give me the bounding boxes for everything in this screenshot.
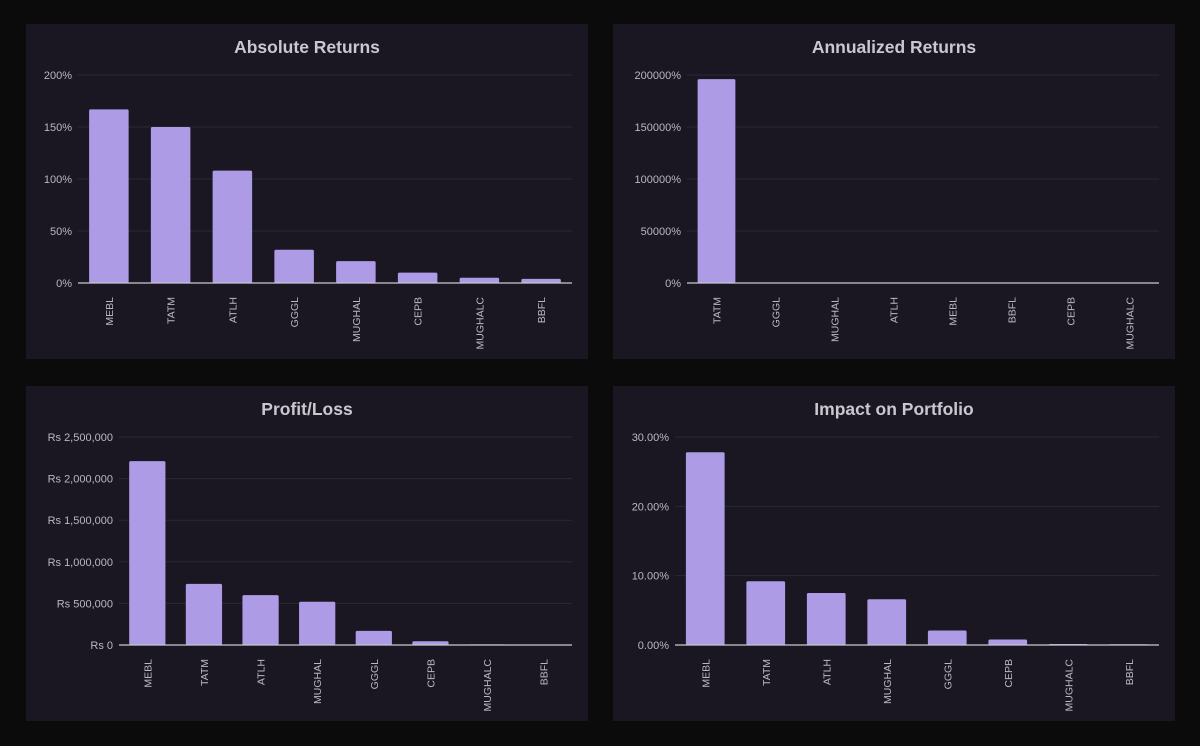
- x-tick-label: GGGL: [369, 659, 381, 690]
- bar-gggl: [927, 630, 967, 645]
- profit-loss-chart: Rs 0 Rs 500,000 Rs 1,000,000 Rs 1,500,000 Rs…: [48, 432, 572, 712]
- y-tick-label: 50000%: [641, 226, 682, 238]
- y-tick-label: 100000%: [635, 174, 682, 186]
- bar-gggl: [274, 249, 314, 283]
- y-tick-label: 20.00%: [632, 501, 670, 513]
- y-tick-label: 150000%: [635, 122, 682, 134]
- bar-atlh: [806, 593, 846, 645]
- bar-cepb: [988, 639, 1028, 645]
- chart-title: Absolute Returns: [234, 37, 380, 57]
- impact-on-portfolio-panel: Impact on Portfolio 0.00% 10.00% 20.00% 30.…: [613, 386, 1175, 721]
- y-tick-label: Rs 2,000,000: [48, 474, 113, 486]
- x-tick-label: MEBL: [104, 297, 116, 326]
- y-tick-label: Rs 1,000,000: [48, 557, 113, 569]
- x-tick-label: GGGL: [289, 297, 301, 328]
- y-tick-label: 50%: [50, 226, 72, 238]
- x-tick-label: CEPB: [425, 659, 437, 688]
- y-tick-label: 0.00%: [638, 640, 669, 652]
- x-tick-label: BBFL: [1007, 297, 1019, 323]
- y-tick-label: 0%: [56, 278, 72, 290]
- x-tick-label: CEPB: [413, 297, 425, 326]
- bar-atlh: [212, 170, 253, 283]
- bar-mughalc: [459, 277, 500, 283]
- x-tick-label: GGGL: [771, 297, 783, 328]
- x-tick-label: TATM: [199, 659, 211, 686]
- x-tick-label: TATM: [761, 659, 773, 686]
- bar-mughal: [867, 599, 907, 645]
- y-tick-label: 200000%: [635, 70, 682, 82]
- profit-loss-panel: Profit/Loss Rs 0 Rs 500,000 Rs 1,000,000 Rs…: [26, 386, 588, 721]
- bar-atlh: [242, 595, 279, 645]
- x-tick-label: MEBL: [948, 297, 960, 326]
- y-tick-label: Rs 1,500,000: [48, 515, 113, 527]
- y-tick-label: Rs 0: [90, 640, 113, 652]
- bar-mebl: [89, 109, 129, 283]
- x-tick-label: TATM: [712, 297, 724, 324]
- x-tick-label: MUGHAL: [351, 297, 363, 342]
- x-tick-label: CEPB: [1003, 659, 1015, 688]
- bar-mughal: [299, 601, 336, 645]
- x-tick-label: MUGHAL: [882, 659, 894, 704]
- bar-mebl: [685, 452, 725, 645]
- chart-title: Impact on Portfolio: [814, 399, 974, 419]
- x-tick-label: ATLH: [889, 297, 901, 323]
- bar-tatm: [185, 583, 223, 645]
- x-tick-label: TATM: [166, 297, 178, 324]
- x-tick-label: GGGL: [942, 659, 954, 690]
- bar-bbfl: [521, 278, 561, 283]
- y-tick-label: 10.00%: [632, 571, 670, 583]
- impact-on-portfolio-chart: 0.00% 10.00% 20.00% 30.00% MEBL TATM ATLH MUGHA…: [632, 432, 1159, 712]
- bar-cepb: [397, 272, 438, 283]
- absolute-returns-panel: Absolute Returns 0% 50% 100% 150% 200% MEBL TA…: [26, 24, 588, 359]
- bar-tatm: [150, 127, 191, 283]
- absolute-returns-chart: 0%50%100%150%200%MEBL TATM ATLH GGGL MUGHAL C…: [44, 70, 572, 350]
- x-tick-label: MEBL: [142, 659, 154, 688]
- y-tick-label: 0%: [665, 278, 681, 290]
- x-tick-label: MUGHALC: [1125, 297, 1137, 350]
- x-tick-label: MUGHALC: [482, 659, 494, 712]
- x-tick-label: BBFL: [539, 659, 551, 685]
- y-tick-label: 30.00%: [632, 432, 670, 444]
- x-tick-label: MUGHALC: [1063, 659, 1075, 712]
- annualized-returns-chart: 0% 50000% 100000% 150000% 200000% TATM GGGL MUG…: [635, 70, 1159, 350]
- x-tick-label: MEBL: [700, 659, 712, 688]
- x-tick-label: BBFL: [1124, 659, 1136, 685]
- bar-cepb: [412, 641, 449, 645]
- x-tick-label: MUGHAL: [830, 297, 842, 342]
- x-tick-label: MUGHALC: [474, 297, 486, 350]
- y-tick-label: 150%: [44, 122, 72, 134]
- x-tick-label: ATLH: [256, 659, 268, 685]
- chart-title: Profit/Loss: [261, 399, 353, 419]
- chart-title: Annualized Returns: [811, 37, 977, 57]
- annualized-returns-panel: Annualized Returns 0% 50000% 100000% 150000…: [613, 24, 1175, 359]
- x-tick-label: MUGHAL: [312, 659, 324, 704]
- x-tick-label: BBFL: [536, 297, 548, 323]
- x-tick-label: ATLH: [227, 297, 239, 323]
- y-tick-label: 100%: [44, 174, 72, 186]
- bar-tatm: [697, 79, 736, 283]
- bar-mughal: [336, 261, 376, 283]
- y-tick-label: Rs 2,500,000: [48, 432, 113, 444]
- x-tick-label: CEPB: [1066, 297, 1078, 326]
- bar-tatm: [746, 581, 786, 645]
- bar-gggl: [355, 630, 392, 645]
- y-tick-label: Rs 500,000: [57, 598, 113, 610]
- x-tick-label: ATLH: [821, 659, 833, 685]
- y-tick-label: 200%: [44, 70, 72, 82]
- bar-mebl: [129, 461, 166, 645]
